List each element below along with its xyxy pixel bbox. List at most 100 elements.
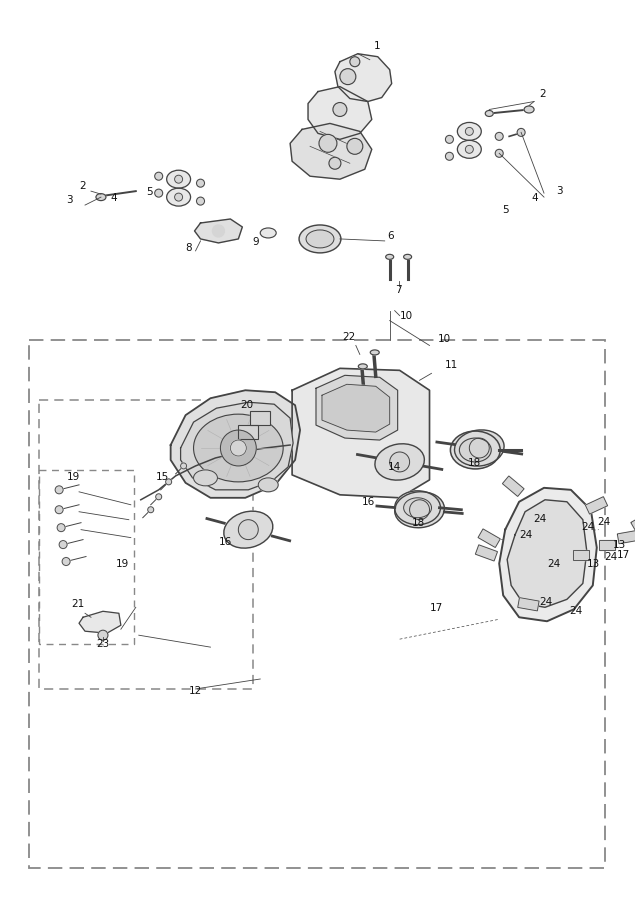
Text: 16: 16: [218, 536, 232, 546]
Ellipse shape: [395, 491, 441, 525]
Circle shape: [445, 152, 453, 160]
Circle shape: [230, 440, 246, 456]
Polygon shape: [316, 375, 398, 440]
Text: 19: 19: [116, 560, 129, 570]
Polygon shape: [170, 391, 300, 498]
Ellipse shape: [485, 111, 494, 116]
Text: 7: 7: [395, 284, 401, 294]
Text: 10: 10: [399, 310, 413, 320]
Bar: [251, 411, 270, 425]
Text: 15: 15: [156, 472, 169, 482]
Polygon shape: [499, 488, 597, 621]
Text: 24: 24: [581, 522, 594, 532]
FancyBboxPatch shape: [585, 497, 607, 514]
Text: 19: 19: [67, 472, 80, 482]
Text: 2: 2: [539, 88, 546, 99]
Text: 1: 1: [374, 40, 380, 50]
Ellipse shape: [450, 431, 500, 469]
Text: 24: 24: [519, 529, 532, 540]
Text: 24: 24: [569, 607, 582, 616]
Ellipse shape: [224, 511, 273, 548]
Circle shape: [319, 134, 337, 152]
Circle shape: [155, 172, 163, 180]
Polygon shape: [195, 219, 242, 243]
Polygon shape: [335, 54, 392, 102]
Bar: [238, 425, 258, 439]
Circle shape: [55, 486, 63, 494]
Text: 23: 23: [96, 639, 109, 649]
Ellipse shape: [524, 106, 534, 113]
Text: 3: 3: [66, 195, 73, 205]
Circle shape: [98, 630, 108, 640]
Text: 4: 4: [531, 194, 537, 203]
Text: 24: 24: [533, 514, 546, 524]
Circle shape: [466, 145, 473, 153]
Polygon shape: [322, 384, 390, 432]
Circle shape: [175, 194, 183, 201]
Circle shape: [466, 128, 473, 135]
Text: 8: 8: [186, 243, 192, 253]
Ellipse shape: [375, 444, 424, 480]
Circle shape: [156, 494, 162, 500]
Text: 2: 2: [79, 181, 86, 191]
Circle shape: [390, 452, 410, 472]
Text: 24: 24: [547, 560, 560, 570]
Bar: [251, 411, 270, 425]
Text: 12: 12: [188, 686, 202, 696]
Circle shape: [165, 479, 172, 485]
Circle shape: [333, 103, 347, 116]
Text: 3: 3: [556, 186, 563, 196]
Polygon shape: [292, 368, 429, 498]
Ellipse shape: [258, 478, 278, 491]
FancyBboxPatch shape: [478, 529, 501, 547]
FancyBboxPatch shape: [631, 513, 636, 531]
Circle shape: [148, 507, 154, 513]
Bar: [598, 540, 615, 550]
Text: 11: 11: [445, 360, 458, 371]
Bar: [598, 540, 615, 550]
Circle shape: [155, 189, 163, 197]
Polygon shape: [308, 86, 372, 140]
Text: 16: 16: [362, 497, 375, 507]
Ellipse shape: [260, 228, 276, 238]
Text: 9: 9: [252, 237, 259, 247]
Text: 6: 6: [388, 231, 394, 241]
Circle shape: [410, 500, 429, 519]
Ellipse shape: [395, 491, 445, 527]
Circle shape: [350, 57, 360, 67]
Circle shape: [495, 132, 503, 140]
Circle shape: [197, 179, 205, 187]
Ellipse shape: [193, 470, 218, 486]
Polygon shape: [507, 500, 587, 608]
FancyBboxPatch shape: [475, 544, 497, 561]
Ellipse shape: [193, 414, 283, 482]
Text: 13: 13: [612, 540, 626, 550]
Circle shape: [55, 506, 63, 514]
Circle shape: [221, 430, 256, 466]
Circle shape: [62, 557, 70, 565]
Ellipse shape: [167, 170, 191, 188]
FancyBboxPatch shape: [618, 530, 636, 544]
Circle shape: [238, 519, 258, 540]
Circle shape: [175, 176, 183, 184]
Ellipse shape: [457, 140, 481, 158]
Text: 20: 20: [240, 400, 254, 410]
Circle shape: [347, 139, 363, 154]
Text: 5: 5: [146, 187, 153, 197]
Ellipse shape: [455, 430, 504, 466]
Ellipse shape: [459, 438, 491, 462]
Text: 5: 5: [502, 205, 509, 215]
Circle shape: [340, 68, 356, 85]
Text: 17: 17: [429, 603, 443, 613]
Polygon shape: [290, 123, 372, 179]
Text: 24: 24: [539, 598, 552, 608]
Ellipse shape: [299, 225, 341, 253]
Text: 24: 24: [597, 517, 610, 526]
Ellipse shape: [457, 122, 481, 140]
Bar: [573, 550, 589, 560]
Bar: [238, 425, 258, 439]
Ellipse shape: [385, 255, 394, 259]
Circle shape: [197, 197, 205, 205]
Circle shape: [59, 541, 67, 549]
Text: 13: 13: [587, 560, 600, 570]
